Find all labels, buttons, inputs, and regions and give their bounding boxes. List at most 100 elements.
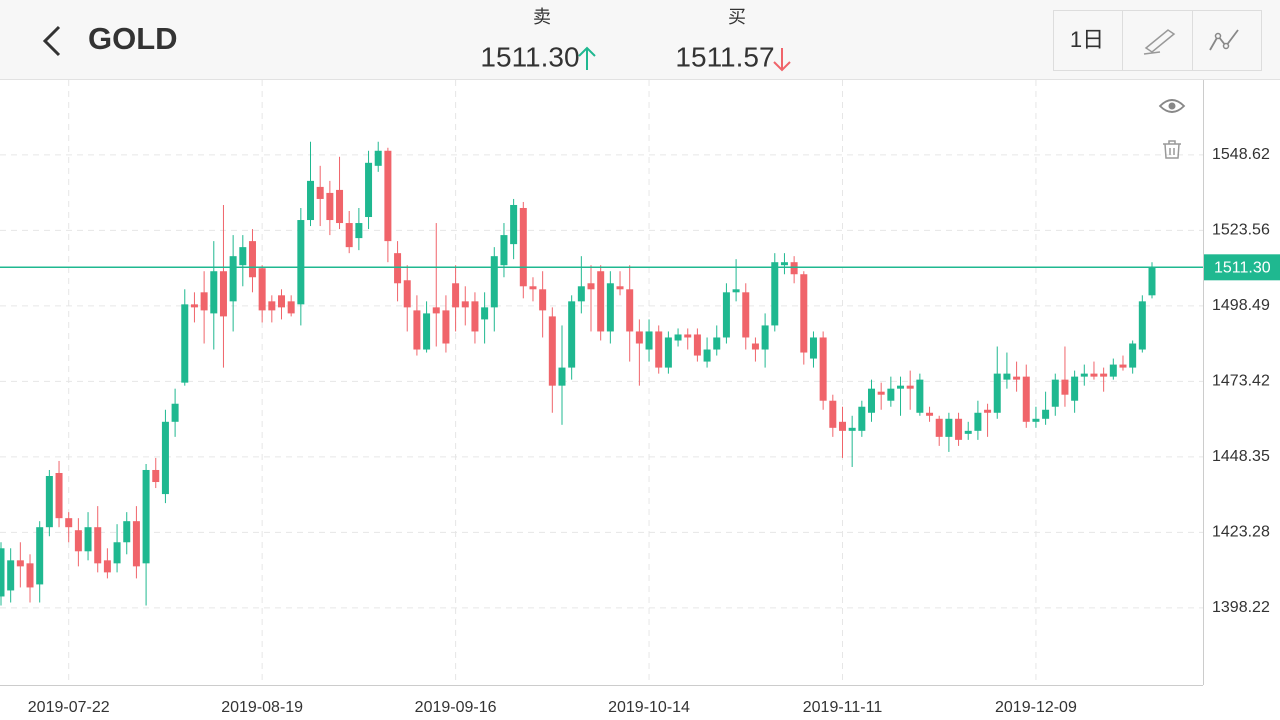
candle-body	[74, 530, 82, 552]
draw-tool-button[interactable]	[1143, 29, 1176, 55]
candle-body	[780, 262, 788, 266]
candle-body	[684, 334, 692, 338]
candle-body	[442, 310, 450, 344]
candle-body	[432, 307, 440, 314]
sell-price[interactable]: 1511.30	[480, 41, 579, 72]
candle-body	[964, 430, 972, 434]
candle-body	[1061, 379, 1069, 395]
candle-body	[297, 220, 305, 305]
candle-body	[568, 301, 576, 368]
candle-body	[403, 280, 411, 308]
back-button[interactable]	[42, 25, 61, 57]
y-tick-label: 1523.56	[1212, 222, 1270, 239]
candle-body	[548, 316, 556, 386]
candle-body	[384, 150, 392, 242]
candle-body	[258, 268, 266, 311]
delete-button[interactable]	[1163, 140, 1181, 159]
candle-body	[742, 292, 750, 338]
indicator-button[interactable]	[1209, 29, 1239, 51]
candle-body	[635, 331, 643, 344]
candle-body	[761, 325, 769, 350]
candle-body	[703, 349, 711, 362]
candle-body	[587, 283, 595, 290]
candle-body	[1032, 418, 1040, 422]
candle-body	[219, 271, 227, 317]
candle-body	[519, 207, 527, 287]
candle-body	[1013, 376, 1021, 380]
toolbar	[1053, 10, 1262, 71]
sell-label: 卖	[533, 7, 551, 27]
candle-body	[848, 427, 856, 431]
axis-labels: 1398.22 1423.28 1448.35 1473.42 1498.49 1523.…	[28, 146, 1280, 716]
candle-body	[452, 283, 460, 308]
candle-body	[287, 301, 295, 314]
candle-body	[132, 521, 140, 567]
candle-body	[664, 337, 672, 368]
candle-body	[974, 412, 982, 431]
candle-body	[0, 548, 5, 597]
candle-body	[345, 223, 353, 248]
candle-body	[471, 301, 479, 332]
visibility-button[interactable]	[1158, 99, 1186, 113]
candle-body	[577, 286, 585, 302]
candle-body	[1119, 364, 1127, 368]
y-tick-label: 1473.42	[1212, 373, 1270, 390]
candle-body	[336, 189, 344, 224]
candle-body	[722, 292, 730, 338]
current-price-label: 1511.30	[1214, 260, 1271, 277]
candle-body	[394, 253, 402, 284]
candle-body	[36, 527, 44, 585]
candle-body	[26, 563, 34, 588]
candle-body	[200, 292, 208, 311]
candle-body	[897, 385, 905, 389]
candle-body	[616, 286, 624, 290]
candle-body	[1109, 364, 1117, 377]
x-tick-label: 2019-11-11	[803, 699, 883, 716]
candle-body	[955, 418, 963, 440]
candle-body	[529, 286, 537, 290]
candle-body	[84, 527, 92, 552]
indicator-icon-dot	[1222, 42, 1230, 50]
candle-body	[374, 150, 382, 166]
y-tick-label: 1498.49	[1212, 297, 1270, 314]
x-tick-label: 2019-07-22	[28, 699, 110, 716]
candle-body	[229, 256, 237, 302]
candle-body	[248, 241, 256, 278]
candle-body	[868, 388, 876, 413]
candle-body	[481, 307, 489, 320]
x-tick-label: 2019-08-19	[221, 699, 303, 716]
candle-body	[55, 472, 63, 519]
candle-body	[103, 560, 111, 573]
candle-body	[926, 412, 934, 416]
y-tick-label: 1548.62	[1212, 146, 1270, 163]
period-button[interactable]: 1日	[1070, 27, 1104, 52]
candle-body	[906, 385, 914, 389]
candle-body	[1080, 373, 1088, 377]
up-arrow	[578, 46, 596, 70]
y-tick-label: 1398.22	[1212, 599, 1270, 616]
candle-body	[1042, 409, 1050, 419]
candle-body	[190, 304, 198, 308]
current-price-tag	[1204, 254, 1280, 281]
candle-body	[1051, 379, 1059, 407]
candle-body	[945, 418, 953, 437]
candle-body	[1090, 373, 1098, 377]
candle-body	[1148, 267, 1156, 296]
candle-body	[1138, 301, 1146, 350]
buy-price[interactable]: 1511.57	[675, 41, 774, 72]
down-arrow	[773, 48, 791, 72]
candle-body	[800, 274, 808, 353]
candle-body	[713, 337, 721, 350]
candle-body	[355, 223, 363, 239]
y-tick-label: 1448.35	[1212, 448, 1270, 465]
candle-body	[142, 469, 150, 564]
candle-body	[626, 289, 634, 332]
candle-body	[500, 235, 508, 266]
candle-body	[65, 518, 73, 528]
candle-body	[655, 331, 663, 368]
x-tick-label: 2019-12-09	[995, 699, 1077, 716]
candle-body	[887, 388, 895, 401]
candle-body	[181, 304, 189, 383]
candle-body	[210, 271, 218, 314]
